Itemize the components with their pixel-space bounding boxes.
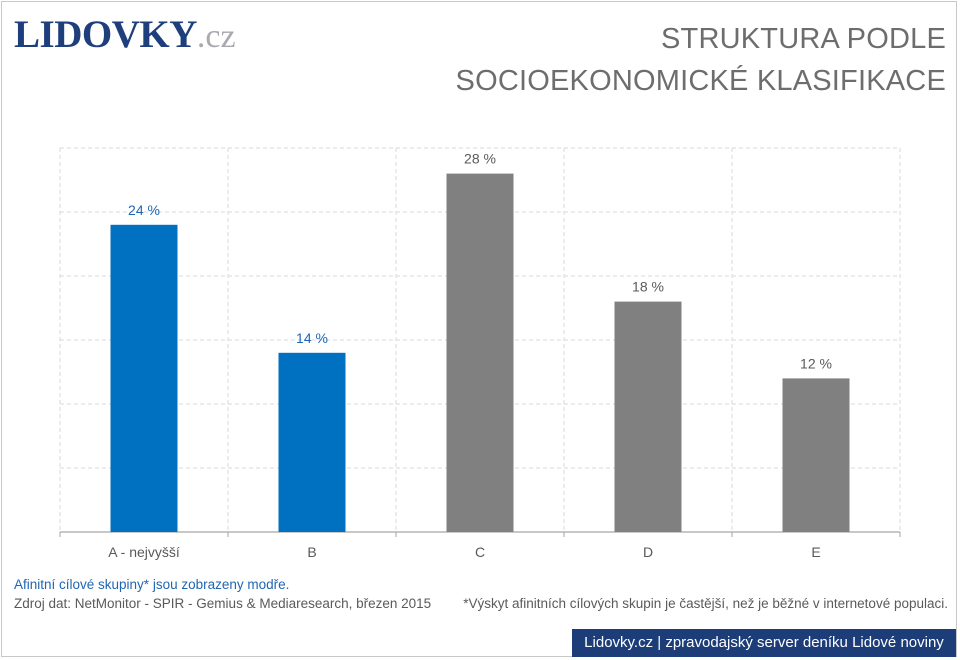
bar-5 [782,378,850,532]
x-tick-label: A - nejvyšší [108,544,180,560]
lidovky-logo: LIDOVKY.cz [14,12,236,60]
bar-3 [446,173,514,532]
bar-value-label: 28 % [464,151,496,167]
footnote: *Výskyt afinitních cílových skupin je ča… [463,596,948,611]
source-note: Zdroj dat: NetMonitor - SPIR - Gemius & … [14,596,432,611]
bar-value-label: 12 % [800,355,832,371]
bar-value-label: 18 % [632,279,664,295]
bar-2 [278,352,346,532]
bar-1 [110,224,178,533]
x-tick-label: D [643,544,653,560]
logo-name: LIDOVKY [14,13,197,56]
bar-value-label: 24 % [128,202,160,218]
x-tick-label: C [475,544,485,560]
chart-title-line-1: STRUKTURA PODLE [661,23,946,55]
footer-bar: Lidovky.cz | zpravodajský server deníku … [572,629,956,657]
x-tick-label: B [307,544,316,560]
bar-value-label: 14 % [296,330,328,346]
chart-title-line-2: SOCIOEKONOMICKÉ KLASIFIKACE [455,65,946,97]
logo-tld: .cz [196,18,236,55]
chart-title: STRUKTURA PODLE SOCIOEKONOMICKÉ KLASIFIK… [456,18,946,102]
bar-4 [614,301,682,532]
highlight-note: Afinitní cílové skupiny* jsou zobrazeny … [14,577,290,592]
x-tick-label: E [811,544,820,560]
